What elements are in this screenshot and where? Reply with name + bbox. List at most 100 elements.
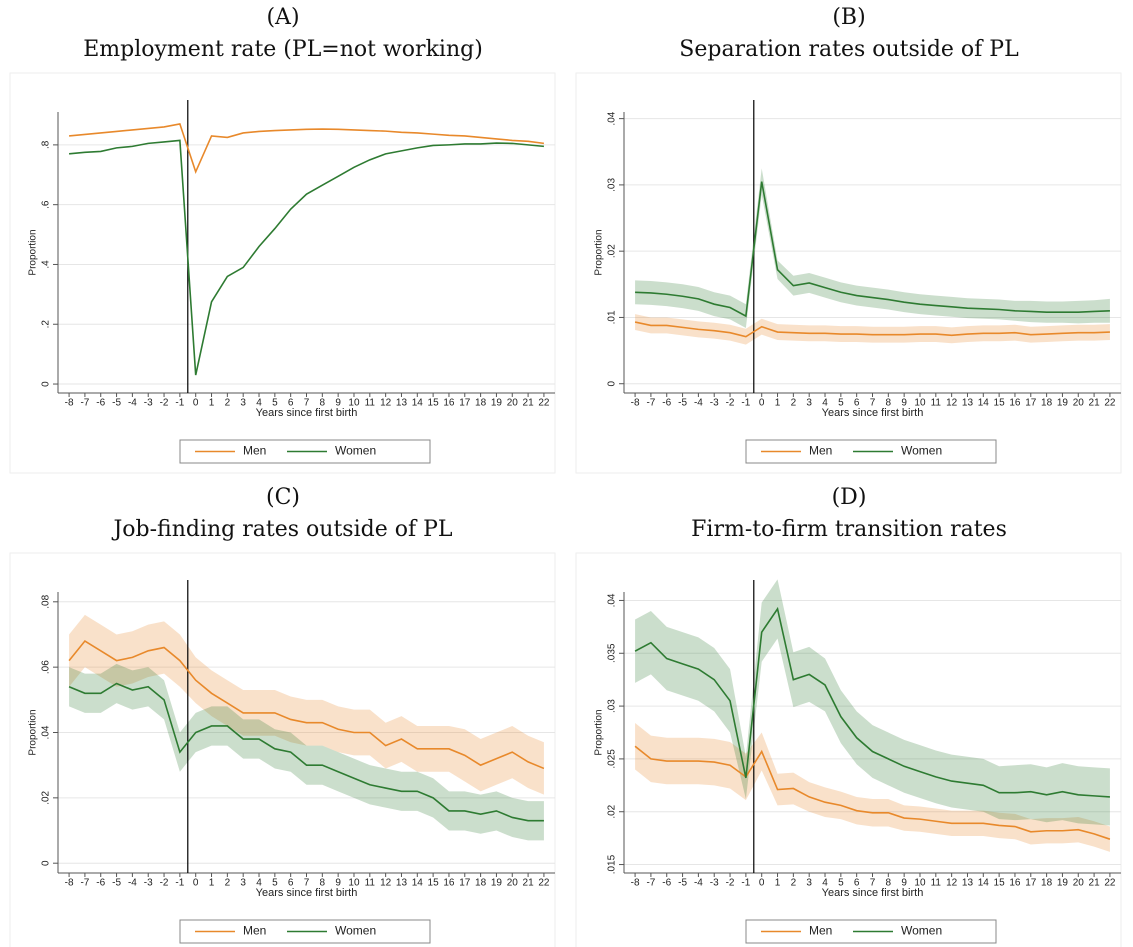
- x-tick-label: 1: [775, 878, 781, 889]
- x-tick-label: 1: [209, 398, 215, 409]
- x-tick-label: 8: [320, 878, 326, 889]
- x-tick-label: 11: [365, 398, 376, 409]
- x-tick-label: 0: [193, 878, 199, 889]
- y-tick-label: .4: [41, 260, 52, 269]
- x-tick-label: 17: [1025, 398, 1037, 409]
- y-axis-label: Proportion: [594, 229, 605, 275]
- x-tick-label: 20: [1073, 398, 1085, 409]
- x-tick-label: 14: [412, 878, 424, 889]
- y-tick-label: .015: [607, 854, 618, 874]
- y-tick-label: .6: [41, 200, 52, 209]
- x-tick-label: 21: [1089, 878, 1101, 889]
- legend-label: Men: [243, 924, 266, 938]
- x-tick-label: 21: [523, 398, 535, 409]
- x-tick-label: 2: [791, 398, 797, 409]
- x-tick-label: 15: [994, 878, 1006, 889]
- x-tick-label: 5: [272, 878, 278, 889]
- y-axis-label: Proportion: [28, 229, 39, 275]
- x-tick-label: 17: [1025, 878, 1037, 889]
- y-tick-label: .06: [41, 660, 52, 674]
- x-tick-label: 10: [348, 878, 360, 889]
- x-tick-label: 3: [240, 878, 246, 889]
- y-tick-label: .02: [607, 244, 618, 258]
- x-tick-label: -8: [65, 878, 74, 889]
- x-tick-label: 3: [240, 398, 246, 409]
- y-axis-label: Proportion: [594, 709, 605, 755]
- x-tick-label: -2: [160, 398, 169, 409]
- x-tick-label: 20: [1073, 878, 1085, 889]
- x-tick-label: 12: [946, 398, 958, 409]
- x-tick-label: 13: [396, 878, 408, 889]
- x-tick-label: 12: [380, 878, 392, 889]
- series-line: [69, 123, 545, 175]
- x-tick-label: 14: [978, 878, 990, 889]
- y-tick-label: .2: [41, 320, 52, 329]
- x-tick-label: 18: [1041, 878, 1053, 889]
- x-tick-label: -5: [678, 398, 687, 409]
- x-tick-label: 20: [507, 398, 519, 409]
- x-axis-label: Years since first birth: [822, 887, 924, 899]
- x-tick-label: 22: [538, 398, 550, 409]
- x-tick-label: 15: [994, 398, 1006, 409]
- legend-label: Women: [335, 444, 376, 458]
- x-tick-label: -3: [144, 398, 153, 409]
- x-tick-label: 10: [914, 398, 926, 409]
- x-tick-label: -1: [175, 398, 184, 409]
- x-tick-label: -1: [741, 878, 750, 889]
- x-tick-label: -4: [128, 878, 137, 889]
- x-tick-label: -8: [631, 398, 640, 409]
- x-tick-label: 5: [838, 878, 844, 889]
- panel-label: (B): [832, 5, 865, 30]
- x-tick-label: 7: [304, 878, 310, 889]
- x-tick-label: -3: [710, 878, 719, 889]
- x-tick-label: 6: [854, 398, 860, 409]
- y-tick-label: 0: [41, 381, 52, 387]
- x-tick-label: -1: [175, 878, 184, 889]
- series-line: [634, 606, 1110, 798]
- x-tick-label: 4: [256, 878, 262, 889]
- ci-band: [635, 579, 1110, 826]
- x-tick-label: -7: [646, 878, 655, 889]
- x-tick-label: -2: [160, 878, 169, 889]
- x-tick-label: 16: [1009, 398, 1021, 409]
- y-tick-label: .01: [607, 310, 618, 324]
- x-axis-label: Years since first birth: [256, 407, 358, 419]
- x-tick-label: 5: [272, 398, 278, 409]
- x-tick-label: 6: [288, 878, 294, 889]
- x-tick-label: -5: [678, 878, 687, 889]
- x-tick-label: -7: [80, 398, 89, 409]
- x-tick-label: 15: [428, 878, 440, 889]
- x-tick-label: -8: [631, 878, 640, 889]
- x-tick-label: 0: [193, 398, 199, 409]
- x-tick-label: 6: [288, 398, 294, 409]
- x-tick-label: 3: [806, 398, 812, 409]
- x-tick-label: 16: [1009, 878, 1021, 889]
- x-tick-label: 4: [822, 398, 828, 409]
- x-tick-label: 18: [475, 398, 487, 409]
- x-tick-label: 7: [304, 398, 310, 409]
- x-tick-label: 17: [459, 878, 471, 889]
- x-tick-label: 9: [901, 398, 907, 409]
- x-tick-label: 2: [791, 878, 797, 889]
- x-tick-label: 8: [886, 398, 892, 409]
- x-axis-label: Years since first birth: [256, 887, 358, 899]
- x-tick-label: -5: [112, 878, 121, 889]
- x-tick-label: 22: [538, 878, 550, 889]
- x-tick-label: 12: [380, 398, 392, 409]
- series-line: [634, 321, 1110, 338]
- x-tick-label: 16: [443, 398, 455, 409]
- x-tick-label: -3: [710, 398, 719, 409]
- y-tick-label: .04: [41, 725, 52, 739]
- legend-label: Women: [901, 924, 942, 938]
- y-tick-label: .03: [607, 178, 618, 192]
- chart-title: Employment rate (PL=not working): [83, 37, 483, 62]
- x-tick-label: 3: [806, 878, 812, 889]
- x-tick-label: 0: [759, 398, 765, 409]
- series-line: [635, 181, 1110, 318]
- x-tick-label: 22: [1104, 398, 1116, 409]
- ci-band: [69, 663, 544, 841]
- x-tick-label: 11: [931, 878, 942, 889]
- x-tick-label: 21: [523, 878, 535, 889]
